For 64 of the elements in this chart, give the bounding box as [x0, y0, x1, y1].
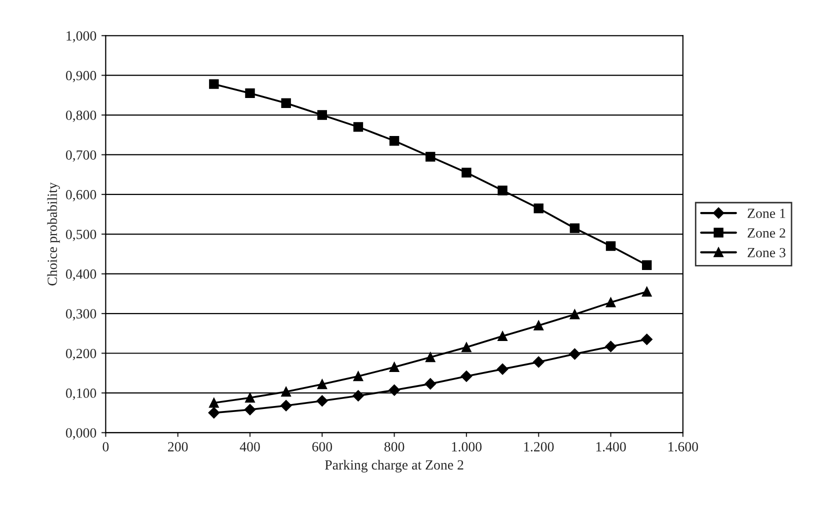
- point: [209, 398, 219, 408]
- y-tick-label: 0,400: [66, 269, 96, 281]
- x-tick-label: 1.000: [452, 442, 482, 452]
- y-tick-label: 0,700: [66, 150, 96, 162]
- point: [570, 309, 580, 320]
- point: [569, 348, 580, 360]
- point: [388, 384, 400, 396]
- point: [534, 320, 544, 330]
- point: [316, 395, 328, 406]
- x-tick-label: 600: [312, 442, 332, 452]
- legend-label: Zone 3: [748, 248, 786, 258]
- y-axis-title: Choice probability: [47, 182, 60, 286]
- point: [317, 379, 328, 390]
- point: [389, 362, 400, 372]
- point: [462, 168, 472, 178]
- point: [281, 386, 291, 397]
- point: [426, 152, 436, 162]
- point: [389, 136, 400, 146]
- point: [353, 371, 364, 382]
- legend-label: Zone 2: [748, 228, 786, 238]
- point: [533, 356, 544, 368]
- point: [641, 334, 652, 345]
- point: [605, 340, 616, 352]
- y-tick-label: 0,100: [66, 388, 96, 400]
- x-tick-label: 400: [240, 442, 260, 452]
- y-tick-label: 0,900: [66, 70, 96, 82]
- legend-label: Zone 1: [748, 208, 786, 218]
- x-tick-label: 0: [102, 442, 109, 452]
- point: [209, 79, 219, 89]
- y-tick-label: 0,800: [66, 110, 96, 122]
- point: [642, 286, 652, 297]
- point: [534, 203, 544, 214]
- point: [245, 88, 255, 98]
- point: [498, 331, 508, 342]
- x-tick-label: 800: [384, 442, 404, 452]
- point: [208, 407, 220, 418]
- point: [498, 186, 508, 196]
- point: [462, 342, 472, 352]
- point: [606, 298, 616, 308]
- point: [424, 378, 436, 390]
- y-tick-label: 0,000: [66, 428, 96, 440]
- x-axis-title: Parking charge at Zone 2: [325, 460, 464, 472]
- x-tick-label: 1.600: [668, 442, 698, 452]
- point: [606, 241, 616, 251]
- point: [244, 404, 256, 416]
- point: [353, 122, 364, 132]
- point: [496, 364, 508, 375]
- point: [281, 98, 291, 108]
- point: [280, 400, 292, 412]
- y-tick-label: 0,600: [66, 190, 96, 202]
- point: [642, 260, 652, 270]
- x-tick-label: 1.200: [524, 442, 554, 452]
- y-tick-label: 0,500: [66, 230, 96, 242]
- x-tick-label: 1.400: [596, 442, 626, 452]
- point: [245, 392, 255, 403]
- point: [570, 223, 580, 234]
- point: [317, 110, 328, 120]
- x-tick-label: 200: [168, 442, 188, 452]
- point: [460, 370, 472, 382]
- y-tick-label: 1,000: [66, 31, 96, 43]
- point: [426, 352, 436, 362]
- y-tick-label: 0,300: [66, 309, 96, 320]
- y-tick-label: 0,200: [66, 348, 96, 360]
- point: [352, 390, 364, 402]
